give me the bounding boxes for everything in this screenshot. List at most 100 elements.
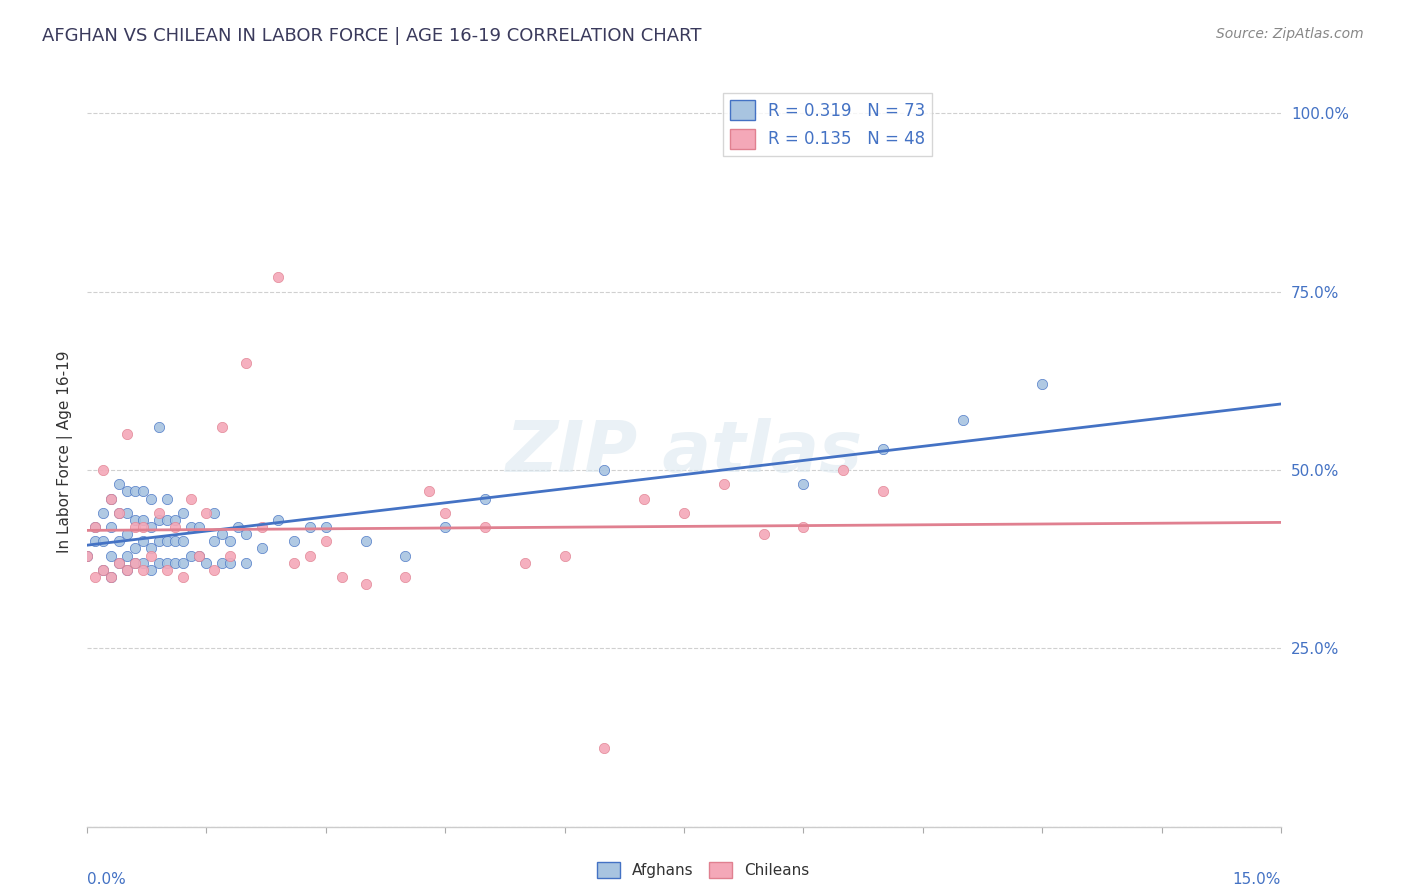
- Text: 15.0%: 15.0%: [1233, 871, 1281, 887]
- Point: [163, 513, 186, 527]
- Point: [298, 520, 321, 534]
- Point: [554, 549, 576, 563]
- Point: [792, 520, 814, 534]
- Point: [139, 491, 162, 506]
- Point: [235, 527, 257, 541]
- Point: [132, 484, 155, 499]
- Point: [872, 442, 894, 456]
- Point: [108, 556, 131, 570]
- Point: [84, 570, 107, 584]
- Point: [139, 541, 162, 556]
- Text: AFGHAN VS CHILEAN IN LABOR FORCE | AGE 16-19 CORRELATION CHART: AFGHAN VS CHILEAN IN LABOR FORCE | AGE 1…: [42, 27, 702, 45]
- Point: [163, 520, 186, 534]
- Point: [180, 549, 202, 563]
- Point: [673, 506, 696, 520]
- Point: [148, 534, 170, 549]
- Point: [172, 570, 194, 584]
- Point: [204, 506, 226, 520]
- Point: [250, 520, 273, 534]
- Point: [283, 556, 305, 570]
- Point: [792, 477, 814, 491]
- Point: [1031, 377, 1053, 392]
- Point: [593, 463, 616, 477]
- Point: [163, 534, 186, 549]
- Point: [148, 506, 170, 520]
- Point: [132, 534, 155, 549]
- Point: [132, 513, 155, 527]
- Point: [267, 513, 290, 527]
- Point: [115, 549, 138, 563]
- Text: Source: ZipAtlas.com: Source: ZipAtlas.com: [1216, 27, 1364, 41]
- Point: [115, 563, 138, 577]
- Text: ZIP atlas: ZIP atlas: [506, 417, 863, 487]
- Point: [267, 270, 290, 285]
- Point: [713, 477, 735, 491]
- Point: [752, 527, 775, 541]
- Point: [91, 463, 114, 477]
- Point: [172, 506, 194, 520]
- Point: [513, 556, 536, 570]
- Point: [211, 527, 233, 541]
- Point: [156, 513, 179, 527]
- Point: [91, 563, 114, 577]
- Point: [148, 420, 170, 434]
- Point: [219, 534, 242, 549]
- Point: [211, 556, 233, 570]
- Point: [474, 491, 496, 506]
- Point: [474, 520, 496, 534]
- Point: [219, 549, 242, 563]
- Point: [832, 463, 855, 477]
- Point: [100, 570, 122, 584]
- Point: [139, 563, 162, 577]
- Point: [84, 520, 107, 534]
- Point: [91, 563, 114, 577]
- Y-axis label: In Labor Force | Age 16-19: In Labor Force | Age 16-19: [58, 351, 73, 553]
- Point: [633, 491, 655, 506]
- Point: [124, 484, 146, 499]
- Point: [180, 491, 202, 506]
- Point: [76, 549, 98, 563]
- Point: [100, 491, 122, 506]
- Point: [76, 549, 98, 563]
- Point: [148, 513, 170, 527]
- Point: [91, 506, 114, 520]
- Point: [84, 534, 107, 549]
- Point: [593, 741, 616, 756]
- Point: [394, 549, 416, 563]
- Point: [204, 534, 226, 549]
- Point: [100, 549, 122, 563]
- Point: [100, 520, 122, 534]
- Legend: Afghans, Chileans: Afghans, Chileans: [591, 856, 815, 884]
- Text: 0.0%: 0.0%: [87, 871, 125, 887]
- Point: [132, 556, 155, 570]
- Point: [315, 520, 337, 534]
- Point: [108, 556, 131, 570]
- Point: [139, 520, 162, 534]
- Point: [156, 534, 179, 549]
- Point: [187, 549, 209, 563]
- Point: [115, 563, 138, 577]
- Point: [418, 484, 440, 499]
- Point: [108, 477, 131, 491]
- Point: [195, 556, 218, 570]
- Point: [235, 356, 257, 370]
- Point: [84, 520, 107, 534]
- Point: [434, 520, 457, 534]
- Point: [124, 520, 146, 534]
- Point: [434, 506, 457, 520]
- Point: [195, 506, 218, 520]
- Point: [298, 549, 321, 563]
- Point: [163, 556, 186, 570]
- Point: [156, 491, 179, 506]
- Point: [124, 513, 146, 527]
- Legend: R = 0.319   N = 73, R = 0.135   N = 48: R = 0.319 N = 73, R = 0.135 N = 48: [723, 94, 932, 155]
- Point: [115, 527, 138, 541]
- Point: [115, 484, 138, 499]
- Point: [156, 563, 179, 577]
- Point: [124, 556, 146, 570]
- Point: [156, 556, 179, 570]
- Point: [354, 534, 377, 549]
- Point: [226, 520, 249, 534]
- Point: [100, 570, 122, 584]
- Point: [91, 534, 114, 549]
